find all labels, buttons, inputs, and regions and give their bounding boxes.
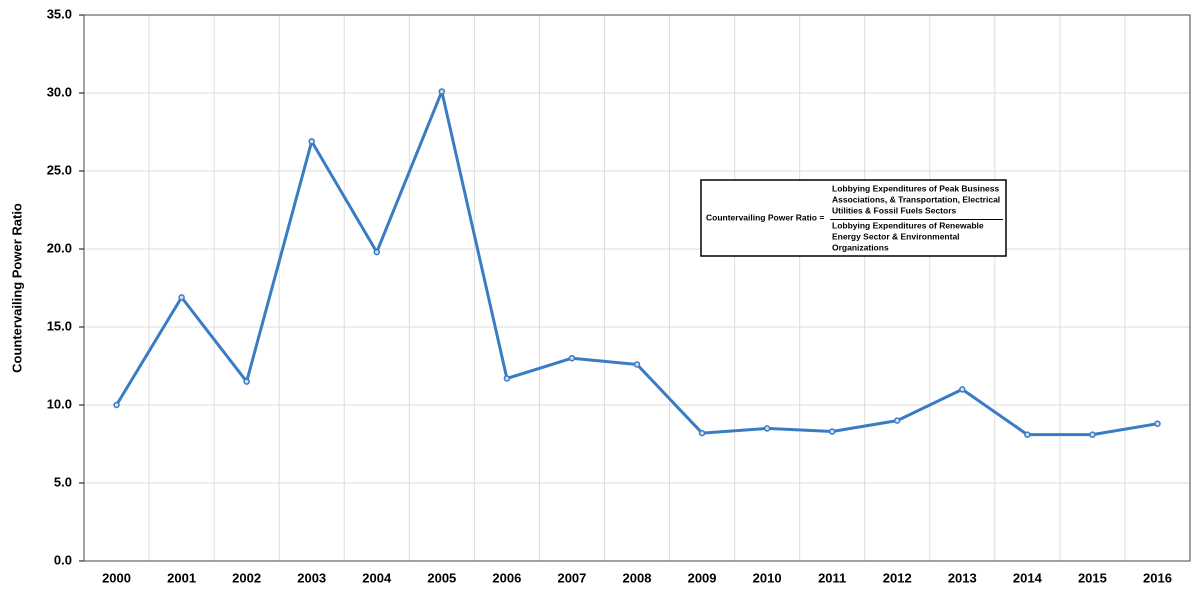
- point: [373, 248, 381, 256]
- series-line: [115, 89, 1158, 437]
- point: [243, 378, 250, 385]
- y-axis-label: Countervailing Power Ratio: [9, 203, 24, 373]
- x-tick-label: 2006: [492, 570, 521, 585]
- y-tick-label: 35.0: [47, 6, 72, 21]
- formula-numerator: Utilities & Fossil Fuels Sectors: [832, 205, 957, 215]
- x-tick-label: 2000: [102, 570, 131, 585]
- formula-denominator: Organizations: [832, 242, 889, 252]
- y-tick-label: 15.0: [47, 318, 72, 333]
- x-tick-label: 2005: [427, 570, 456, 585]
- x-tick-label: 2007: [557, 570, 586, 585]
- y-tick-label: 10.0: [47, 396, 72, 411]
- point: [438, 88, 446, 95]
- x-tick-label: 2015: [1078, 570, 1107, 585]
- point: [1024, 431, 1031, 438]
- point: [113, 401, 120, 409]
- point: [828, 428, 836, 435]
- formula-numerator: Associations, & Transportation, Electric…: [832, 194, 1000, 204]
- x-tick-label: 2002: [232, 570, 261, 585]
- x-tick-label: 2016: [1143, 570, 1172, 585]
- x-tick-label: 2012: [883, 570, 912, 585]
- formula-denominator: Energy Sector & Environmental: [832, 231, 960, 241]
- x-tick-label: 2001: [167, 570, 196, 585]
- point: [763, 425, 771, 432]
- y-tick-label: 25.0: [47, 162, 72, 177]
- point: [959, 386, 966, 393]
- point: [1154, 420, 1161, 427]
- x-tick-label: 2013: [948, 570, 977, 585]
- x-tick-label: 2008: [623, 570, 652, 585]
- formula-denominator: Lobbying Expenditures of Renewable: [832, 220, 984, 230]
- point: [178, 294, 185, 301]
- x-tick-label: 2009: [688, 570, 717, 585]
- y-tick-label: 5.0: [54, 474, 72, 489]
- x-tick-label: 2003: [297, 570, 326, 585]
- x-tick-label: 2004: [362, 570, 392, 585]
- plot-frame: [83, 14, 1191, 562]
- y-tick-label: 20.0: [47, 240, 72, 255]
- point: [1089, 431, 1096, 438]
- point: [633, 361, 641, 368]
- point: [568, 354, 576, 362]
- formula-box: [700, 179, 1007, 257]
- y-tick-label: 30.0: [47, 84, 72, 99]
- x-tick-label: 2014: [1013, 570, 1043, 585]
- y-tick-label: 0.0: [54, 552, 72, 567]
- formula-numerator: Lobbying Expenditures of Peak Business: [832, 183, 999, 193]
- x-tick-label: 2011: [818, 570, 846, 585]
- point: [893, 417, 901, 424]
- point: [308, 138, 315, 145]
- point: [503, 375, 511, 382]
- formula-label: Countervailing Power Ratio =: [706, 212, 824, 222]
- x-tick-label: 2010: [753, 570, 782, 585]
- point: [698, 429, 706, 437]
